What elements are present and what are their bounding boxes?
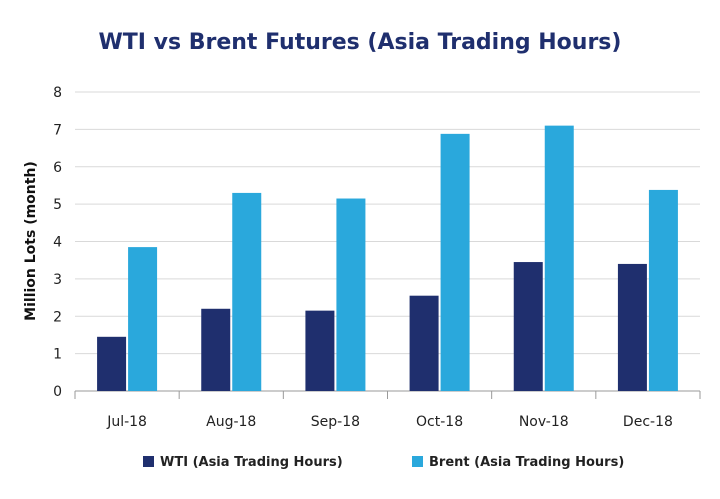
grid-lines [75, 91, 700, 392]
y-tick-label-6: 6 [53, 160, 62, 176]
y-tick-label-4: 4 [53, 235, 62, 251]
bars [97, 125, 678, 392]
legend: WTI (Asia Trading Hours) Brent (Asia Trad… [143, 455, 624, 470]
bar-wti-sep-18 [305, 310, 335, 391]
x-tick-label-oct-18: Oct-18 [416, 414, 463, 430]
y-tick-label-5: 5 [53, 197, 62, 213]
legend-swatch-wti [143, 456, 154, 467]
bar-wti-oct-18 [409, 295, 439, 391]
bar-brent-nov-18 [544, 125, 574, 391]
y-tick-label-1: 1 [53, 347, 62, 363]
bar-brent-aug-18 [232, 192, 262, 391]
bar-brent-dec-18 [648, 189, 678, 391]
bar-wti-jul-18 [97, 336, 127, 391]
x-tick-label-nov-18: Nov-18 [519, 414, 569, 430]
chart-title: WTI vs Brent Futures (Asia Trading Hours… [98, 30, 622, 55]
y-axis: 0 1 2 3 4 5 6 7 8 [53, 85, 62, 400]
x-tick-label-sep-18: Sep-18 [311, 414, 360, 430]
legend-label-brent: Brent (Asia Trading Hours) [429, 455, 624, 470]
y-tick-label-3: 3 [53, 272, 62, 288]
x-tick-label-dec-18: Dec-18 [623, 414, 673, 430]
bar-wti-nov-18 [513, 262, 543, 391]
y-axis-title: Million Lots (month) [23, 161, 39, 321]
x-axis: Jul-18 Aug-18 Sep-18 Oct-18 Nov-18 Dec-18 [74, 391, 701, 430]
y-tick-label-8: 8 [53, 85, 62, 101]
bar-wti-aug-18 [201, 308, 231, 391]
y-tick-label-7: 7 [53, 122, 62, 138]
legend-label-wti: WTI (Asia Trading Hours) [160, 455, 343, 470]
bar-brent-jul-18 [128, 247, 158, 391]
bar-wti-dec-18 [617, 263, 647, 391]
bar-brent-oct-18 [440, 133, 470, 392]
y-tick-label-0: 0 [53, 384, 62, 400]
x-tick-label-aug-18: Aug-18 [206, 414, 256, 430]
bar-brent-sep-18 [336, 198, 366, 391]
legend-swatch-brent [412, 456, 423, 467]
y-tick-label-2: 2 [53, 309, 62, 325]
x-tick-label-jul-18: Jul-18 [106, 414, 147, 430]
